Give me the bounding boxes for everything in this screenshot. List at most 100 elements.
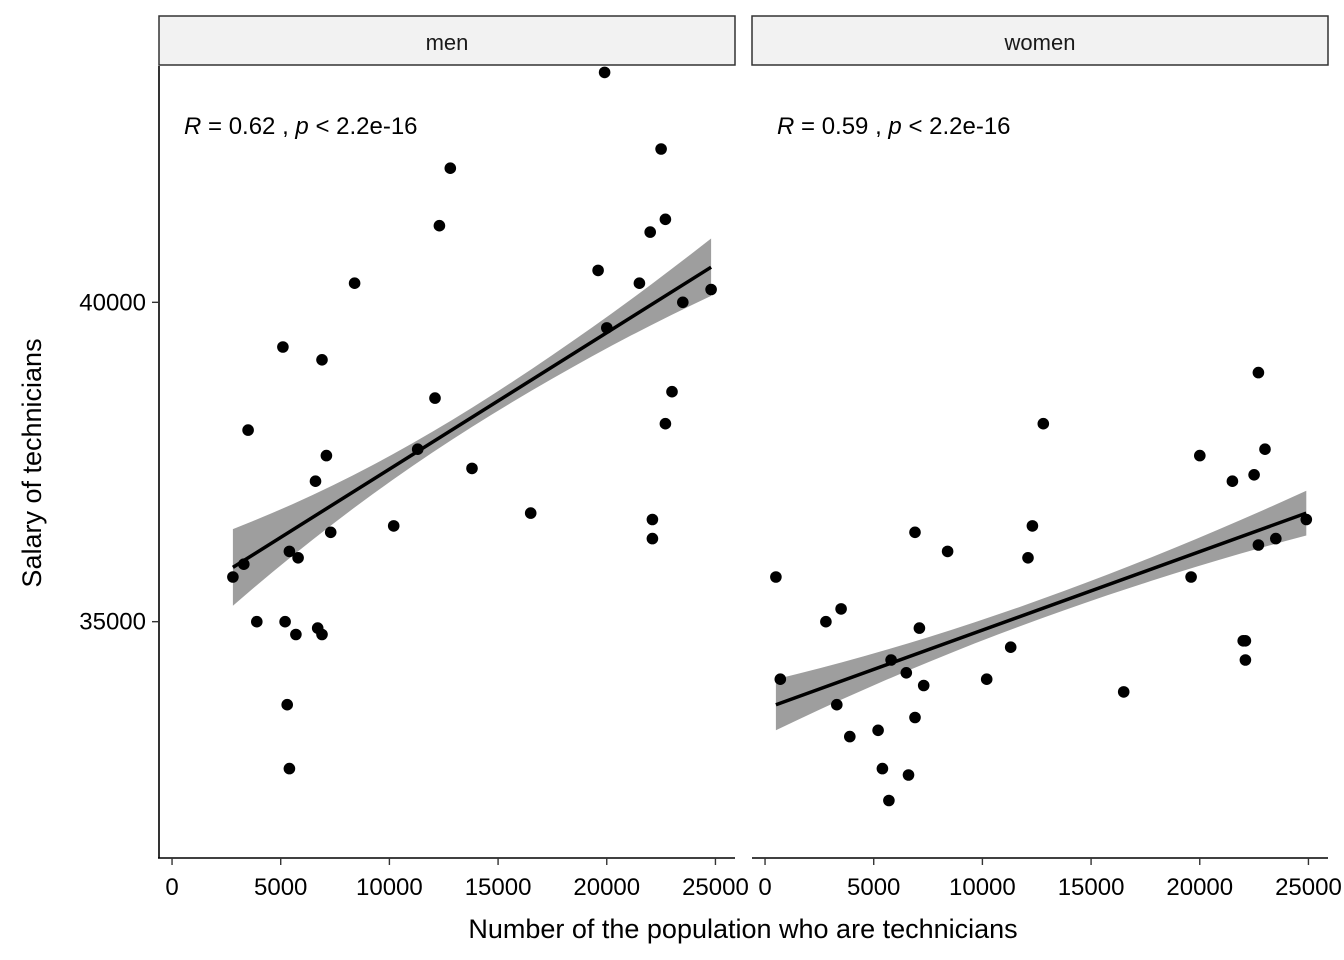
data-point — [1248, 469, 1260, 481]
data-point — [659, 417, 672, 430]
data-point — [1252, 539, 1265, 551]
data-point — [1037, 417, 1050, 430]
data-point — [279, 615, 291, 628]
data-point — [980, 673, 993, 685]
x-tick-label: 20000 — [573, 874, 640, 901]
data-point — [281, 698, 294, 711]
data-point — [227, 571, 239, 583]
data-point — [444, 162, 457, 174]
data-point — [290, 628, 302, 641]
panel-content-men: R = 0.62 , p < 2.2e-16 — [184, 66, 717, 775]
x-tick-label: 5000 — [254, 874, 307, 901]
data-point — [900, 667, 913, 679]
x-tick-label: 0 — [758, 874, 771, 901]
x-tick-label: 25000 — [682, 874, 749, 901]
data-point — [598, 66, 611, 79]
data-point — [1026, 520, 1039, 532]
strip-women — [751, 15, 1329, 66]
strip-men — [158, 15, 736, 66]
data-point — [283, 545, 296, 558]
x-tick-label: 15000 — [1058, 874, 1125, 901]
data-point — [1300, 513, 1313, 526]
strip-label-women: women — [1004, 30, 1076, 55]
regression-line — [231, 265, 713, 569]
data-point — [238, 558, 250, 570]
y-tick-label: 40000 — [79, 289, 146, 316]
x-axis-women: 0 5000 10000 15000 20000 25000 — [752, 857, 1342, 901]
correlation-annotation: R = 0.62 , p < 2.2e-16 — [184, 113, 418, 140]
data-point — [592, 264, 604, 277]
x-ticks-women: 0 5000 10000 15000 20000 25000 — [758, 858, 1342, 901]
data-point — [324, 526, 337, 539]
regression-line — [775, 511, 1307, 707]
x-tick-label: 20000 — [1166, 874, 1233, 901]
data-point — [429, 392, 441, 404]
data-point — [913, 622, 926, 634]
data-point — [601, 322, 613, 334]
data-point — [844, 730, 856, 743]
panel-women: women R = 0.59 , p < 2.2e-16 — [751, 15, 1329, 807]
data-point — [1239, 654, 1252, 666]
y-axis: 35000 40000 — [79, 66, 160, 858]
data-point — [705, 283, 717, 296]
data-point — [655, 143, 667, 155]
data-point — [242, 424, 254, 436]
x-tick-label: 10000 — [949, 874, 1016, 901]
data-point — [883, 794, 895, 807]
data-point — [1185, 571, 1197, 583]
data-point — [1239, 635, 1252, 647]
x-tick-label: 0 — [165, 874, 178, 901]
data-point — [387, 520, 400, 532]
data-point — [876, 762, 889, 775]
data-point — [835, 603, 847, 615]
data-point — [917, 679, 930, 692]
data-point — [320, 449, 333, 462]
data-point — [524, 507, 537, 519]
data-point — [941, 545, 954, 558]
x-ticks-men: 0 5000 10000 15000 20000 25000 — [165, 858, 749, 901]
y-axis-title: Salary of technicians — [17, 338, 47, 587]
data-point — [1259, 443, 1271, 456]
x-tick-label: 10000 — [356, 874, 423, 901]
data-point — [1004, 641, 1017, 653]
data-point — [902, 769, 915, 781]
data-point — [411, 443, 424, 456]
panel-content-women: R = 0.59 , p < 2.2e-16 — [770, 113, 1313, 807]
x-tick-label: 25000 — [1275, 874, 1342, 901]
x-axis-men: 0 5000 10000 15000 20000 25000 — [158, 857, 749, 901]
x-tick-label: 5000 — [847, 874, 900, 901]
data-point — [885, 654, 897, 666]
data-point — [466, 462, 478, 475]
data-point — [644, 226, 656, 238]
data-point — [316, 628, 328, 641]
correlation-annotation: R = 0.59 , p < 2.2e-16 — [777, 113, 1011, 140]
data-point — [277, 341, 289, 353]
data-point — [646, 532, 659, 545]
data-point — [872, 724, 884, 737]
data-point — [770, 571, 782, 583]
data-point — [677, 296, 689, 309]
data-point — [292, 552, 304, 564]
data-point — [1117, 686, 1130, 698]
panel-men: men R = 0.62 , p < 2.2e-16 — [158, 15, 736, 775]
data-point — [1270, 532, 1282, 545]
data-point — [309, 475, 322, 488]
x-tick-label: 15000 — [465, 874, 532, 901]
data-point — [820, 615, 832, 628]
data-point — [831, 698, 843, 711]
data-point — [1022, 552, 1034, 564]
data-point — [316, 354, 328, 366]
x-axis-title: Number of the population who are technic… — [468, 914, 1017, 944]
y-tick-label: 35000 — [79, 609, 146, 636]
data-point — [633, 277, 646, 290]
y-ticks: 35000 40000 — [79, 289, 159, 636]
data-point — [1194, 449, 1206, 462]
data-point — [250, 615, 263, 628]
data-point — [1252, 366, 1265, 379]
data-point — [646, 513, 659, 526]
data-point — [348, 277, 361, 290]
data-point — [1226, 475, 1239, 488]
data-point — [283, 762, 296, 775]
data-point — [909, 711, 921, 724]
